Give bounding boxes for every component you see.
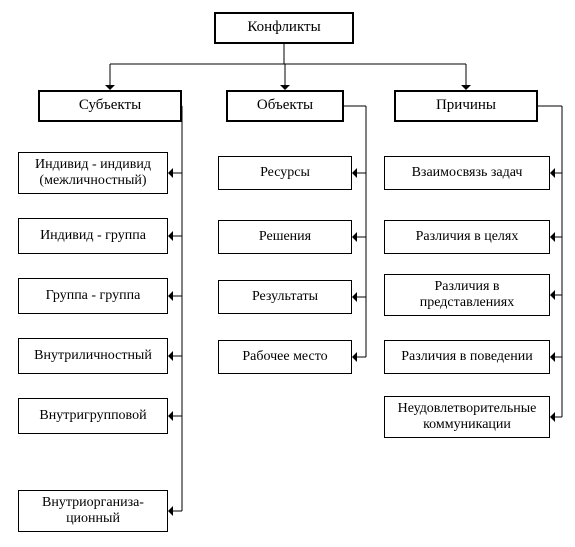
item-objects-1: Решения <box>218 220 352 254</box>
item-subjects-3: Внутриличностный <box>18 338 168 374</box>
item-subjects-1: Индивид - группа <box>18 218 168 254</box>
root-box: Конфликты <box>214 12 354 44</box>
item-causes-0: Взаимосвязь задач <box>384 156 550 190</box>
item-causes-4: Неудовлетворительные коммуникации <box>384 396 550 438</box>
item-subjects-4: Внутригрупповой <box>18 398 168 434</box>
item-objects-0: Ресурсы <box>218 156 352 190</box>
item-causes-3: Различия в поведении <box>384 340 550 374</box>
item-objects-2: Результаты <box>218 280 352 314</box>
item-causes-1: Различия в целях <box>384 220 550 254</box>
category-objects: Объекты <box>226 90 344 122</box>
item-causes-2: Различия в представлениях <box>384 274 550 316</box>
category-causes: Причины <box>394 90 538 122</box>
item-subjects-5: Внутриорганиза- ционный <box>18 490 168 532</box>
item-subjects-0: Индивид - индивид (межличностный) <box>18 152 168 194</box>
item-objects-3: Рабочее место <box>218 340 352 374</box>
item-subjects-2: Группа - группа <box>18 278 168 314</box>
category-subjects: Субъекты <box>38 90 182 122</box>
